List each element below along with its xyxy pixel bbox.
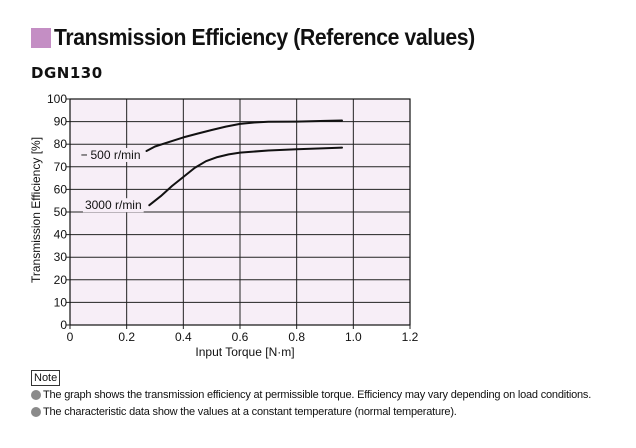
note-text: The characteristic data show the values … <box>43 406 457 418</box>
y-tick-label: 80 <box>54 137 68 151</box>
y-tick-label: 50 <box>54 205 68 219</box>
bullet-icon <box>31 407 41 417</box>
chart-ticks: 0 0.2 0.4 0.6 0.8 1.0 1.2 0 10 20 30 40 50 60 70 80 90 10… <box>47 92 419 344</box>
y-tick-label: 100 <box>47 92 67 106</box>
y-tick-label: 90 <box>54 115 68 129</box>
page-title: Transmission Efficiency (Reference value… <box>54 24 475 50</box>
x-tick-label: 0.8 <box>288 330 305 344</box>
series-label: 3000 r/min <box>85 198 142 212</box>
y-tick-label: 30 <box>54 250 68 264</box>
y-tick-label: 20 <box>54 273 68 287</box>
x-tick-label: 1.2 <box>402 330 419 344</box>
x-tick-label: 0.2 <box>118 330 135 344</box>
chart-curves: 500 r/min 3000 r/min <box>81 119 343 213</box>
series-line <box>145 119 343 152</box>
x-tick-label: 0.4 <box>175 330 192 344</box>
x-tick-label: 1.0 <box>345 330 362 344</box>
x-axis-label: Input Torque [N·m] <box>195 345 294 359</box>
series-label-bg <box>88 147 143 162</box>
note-item: The characteristic data show the values … <box>31 406 457 418</box>
note-label: Note <box>31 370 61 386</box>
note-text: The graph shows the transmission efficie… <box>43 389 592 401</box>
y-tick-label: 40 <box>54 228 68 242</box>
x-tick-label: 0 <box>67 330 74 344</box>
y-tick-label: 60 <box>54 182 68 196</box>
y-tick-label: 0 <box>60 318 67 332</box>
note-item: The graph shows the transmission efficie… <box>31 389 591 401</box>
bullet-icon <box>31 390 41 400</box>
title-accent-square <box>31 27 51 48</box>
series-line <box>148 146 343 207</box>
chart-grid <box>69 98 411 326</box>
series-label-bg <box>82 198 144 213</box>
y-tick-label: 10 <box>54 295 68 309</box>
y-tick-label: 70 <box>54 160 68 174</box>
page-header: Transmission Efficiency (Reference value… <box>31 24 511 51</box>
model-subtitle: DGN130 <box>31 64 103 82</box>
x-tick-label: 0.6 <box>232 330 249 344</box>
y-axis-label: Transmission Efficiency [%] <box>29 137 43 283</box>
series-label: 500 r/min <box>90 148 140 162</box>
